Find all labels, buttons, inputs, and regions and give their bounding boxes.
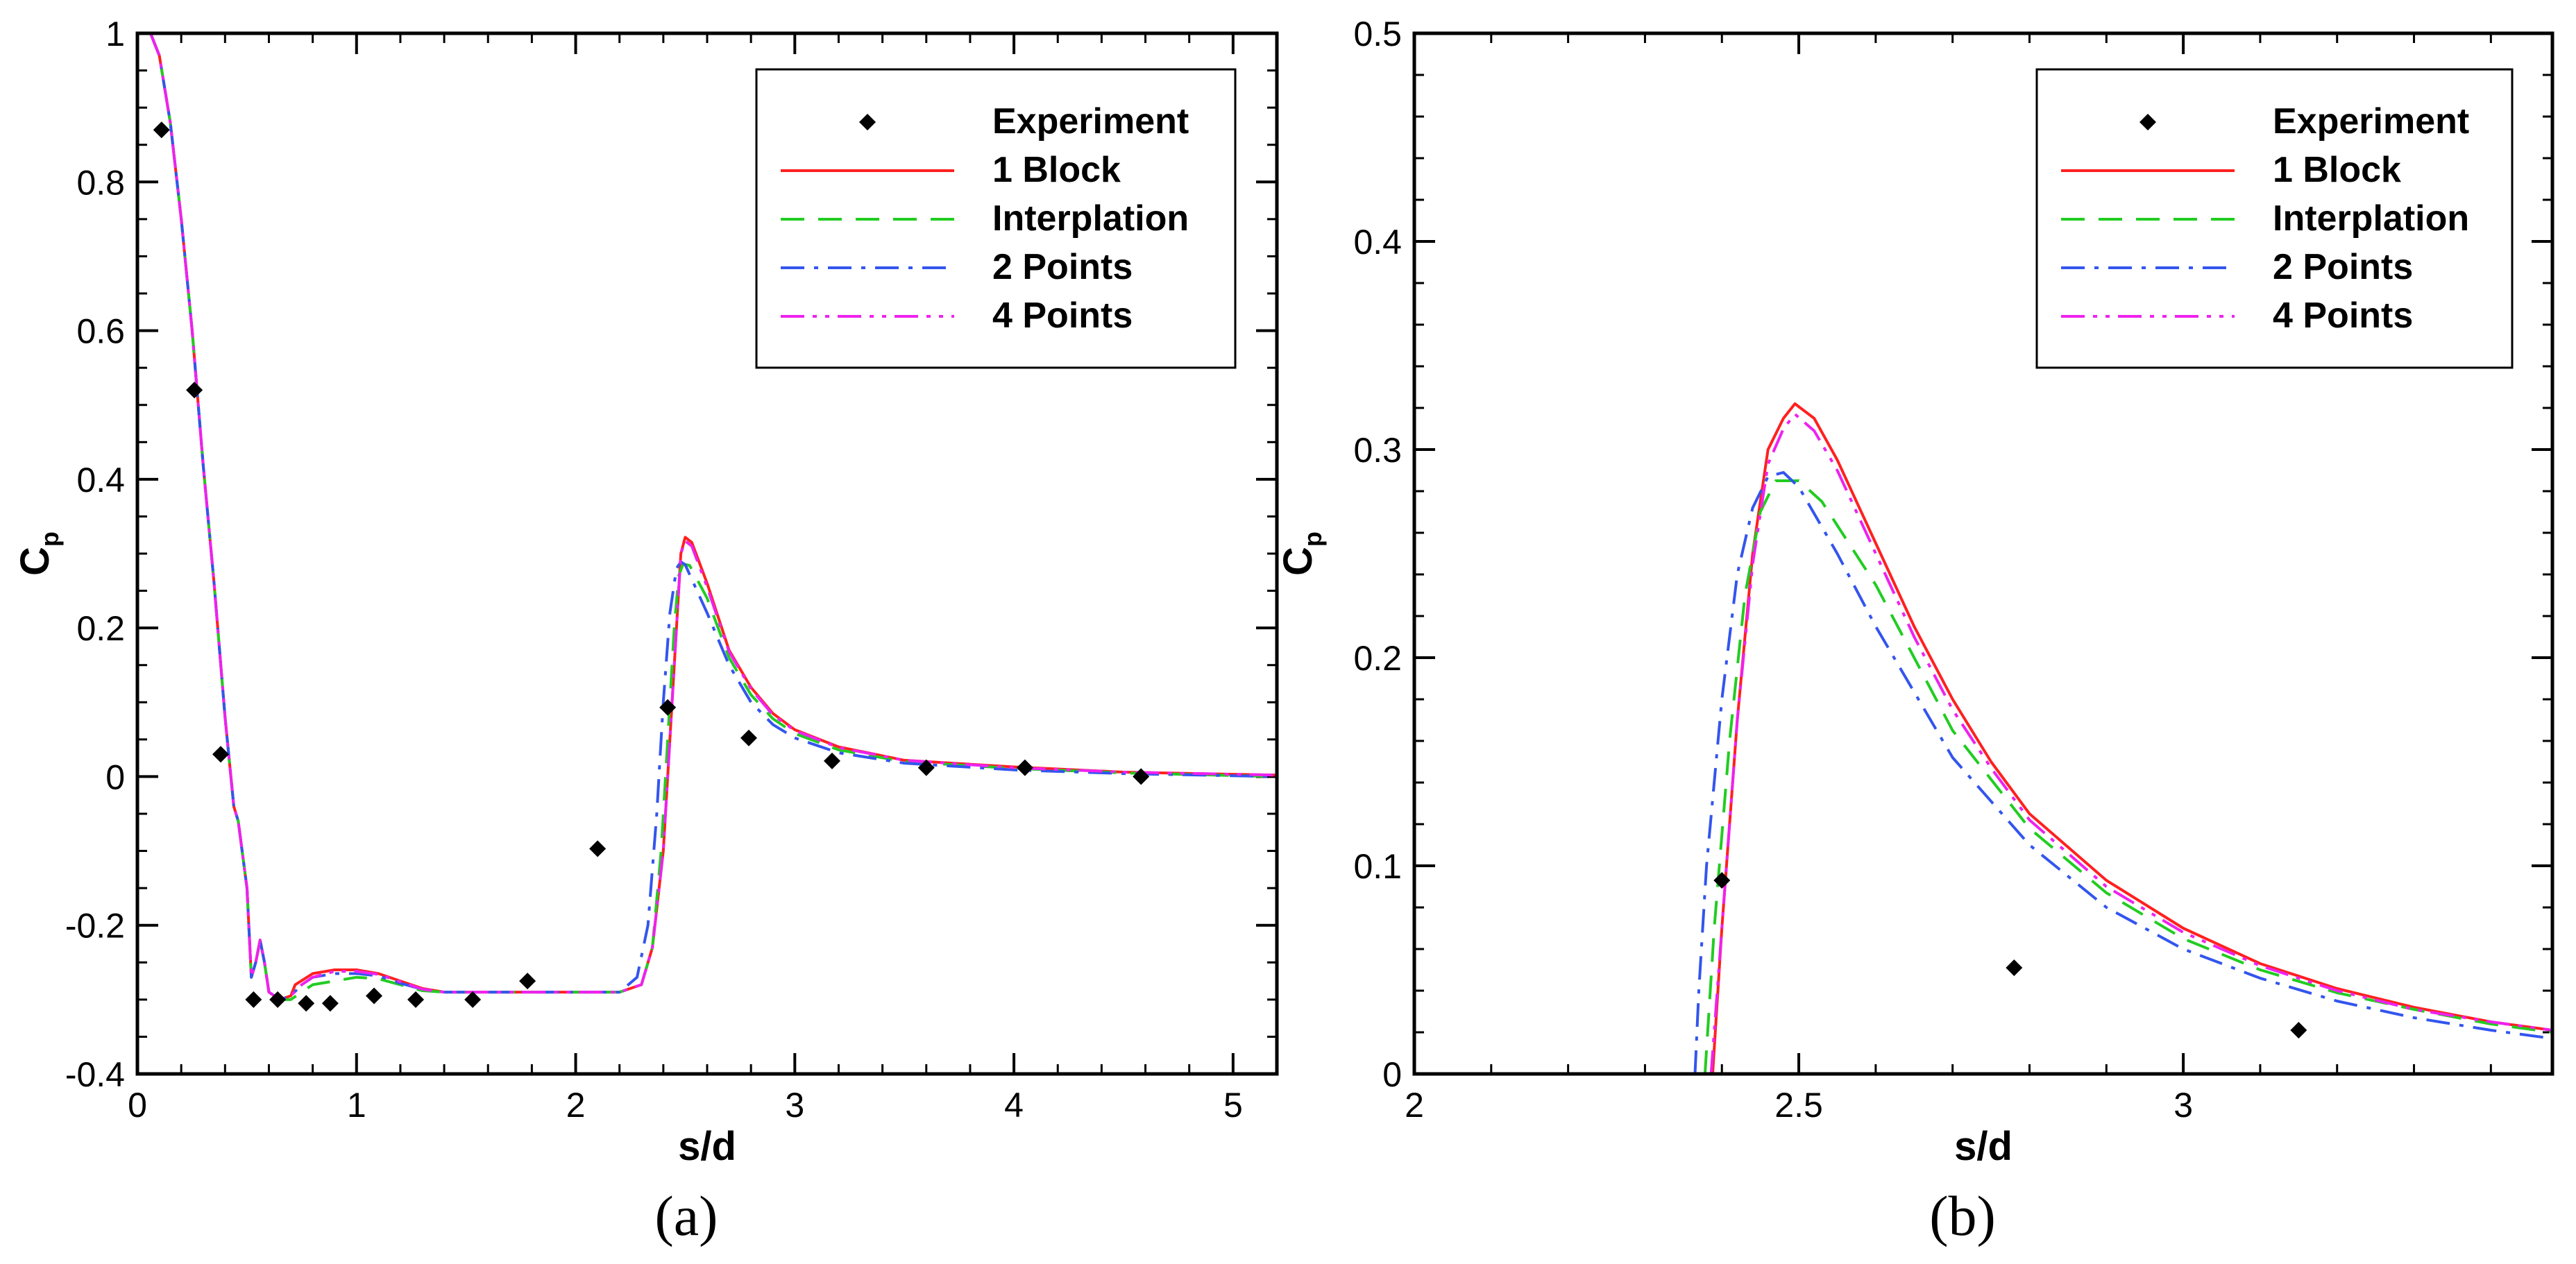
series-interplation-line <box>1703 479 2552 1074</box>
experiment-point <box>589 840 607 857</box>
caption-b: (b) <box>1929 1184 1996 1247</box>
x-tick-label: 0 <box>128 1086 147 1125</box>
x-tick-label: 4 <box>1004 1086 1024 1125</box>
experiment-point <box>186 382 203 399</box>
y-tick-label: -0.4 <box>65 1055 125 1094</box>
x-tick-label: 1 <box>347 1086 366 1125</box>
y-tick-label: 0 <box>105 758 125 796</box>
experiment-point <box>1133 768 1150 785</box>
legend-a: Experiment 1 Block Interplation 2 Points 4 P… <box>755 68 1237 369</box>
series-2-points-line <box>1693 471 2552 1074</box>
experiment-point <box>153 121 170 139</box>
x-tick-label: 3 <box>2174 1086 2193 1125</box>
caption-a: (a) <box>654 1184 718 1247</box>
legend-marker-experiment <box>859 114 876 130</box>
panel-b: 2 2.5 3 0 0.1 0.2 0.3 0.4 0.5 s/d Cp Experiment 1 Bl… <box>1276 15 2554 1247</box>
plot-area-b <box>1693 402 2552 1074</box>
y-tick-label: 0.8 <box>76 163 125 202</box>
legend-label-1-block: 1 Block <box>992 150 1121 190</box>
y-axis-title-subscript: p <box>35 531 64 547</box>
legend-label-4-points: 4 Points <box>992 296 1133 336</box>
legend-b: Experiment 1 Block Interplation 2 Points 4 P… <box>2035 68 2514 369</box>
experiment-point <box>366 987 383 1005</box>
x-tick-label: 5 <box>1223 1086 1243 1125</box>
y-axis-title: Cp <box>1276 531 1327 576</box>
experiment-point <box>659 699 677 716</box>
experiment-point <box>823 752 840 769</box>
y-axis-title-main: C <box>12 547 58 576</box>
y-tick-label: 1 <box>105 15 125 53</box>
panel-a: 0 1 2 3 4 5 -0.4 -0.2 0 0.2 0.4 0.6 0.8 1 s/d Cp Experim… <box>12 15 1279 1247</box>
x-tick-label: 2 <box>566 1086 586 1125</box>
x-tick-label: 2 <box>1405 1086 1424 1125</box>
experiment-point <box>519 973 536 990</box>
series-4-points-line <box>149 33 1277 1001</box>
series-1-block-line <box>1711 402 2552 1074</box>
experiment-point <box>464 991 482 1008</box>
y-axis-title: Cp <box>12 531 64 576</box>
plot-frame-a <box>135 31 1279 1076</box>
experiment-point <box>917 759 935 776</box>
experiment-point <box>740 729 757 746</box>
experiment-point <box>298 995 315 1012</box>
y-axis-title-main: C <box>1276 547 1321 576</box>
x-tick-label: 3 <box>785 1086 804 1125</box>
y-tick-label: 0.3 <box>1353 431 1402 470</box>
y-tick-label: 0 <box>1382 1055 1402 1094</box>
y-tick-label: 0.4 <box>1353 223 1402 262</box>
y-tick-label: 0.6 <box>76 312 125 351</box>
legend-label-experiment: Experiment <box>2273 101 2469 142</box>
series-4-points-line <box>1709 413 2552 1074</box>
experiment-point <box>1713 872 1731 889</box>
legend-label-4-points: 4 Points <box>2273 296 2413 336</box>
experiment-point <box>245 991 262 1008</box>
experiment-point <box>269 991 287 1008</box>
y-tick-label: 0.2 <box>1353 639 1402 678</box>
x-axis-title: s/d <box>1954 1124 2012 1169</box>
y-tick-label: 0.4 <box>76 461 125 499</box>
legend-label-2-points: 2 Points <box>992 247 1133 287</box>
experiment-point <box>2290 1022 2307 1039</box>
legend-label-2-points: 2 Points <box>2273 247 2413 287</box>
y-axis-title-subscript: p <box>1298 531 1327 547</box>
experiment-point <box>407 991 425 1008</box>
y-tick-label: 0.2 <box>76 609 125 648</box>
experiment-point <box>1016 759 1033 776</box>
experiment-point <box>321 995 339 1012</box>
y-tick-label: -0.2 <box>65 907 125 946</box>
y-tick-label: 0.5 <box>1353 15 1402 53</box>
legend-label-experiment: Experiment <box>992 101 1189 142</box>
x-tick-label: 2.5 <box>1774 1086 1823 1125</box>
plot-frame-b <box>1412 31 2554 1076</box>
plot-area-a <box>149 33 1277 1012</box>
legend-label-interplation: Interplation <box>992 198 1189 239</box>
legend-marker-experiment <box>2139 114 2156 130</box>
experiment-point <box>212 746 229 763</box>
x-axis-title: s/d <box>678 1124 736 1169</box>
experiment-point <box>2006 959 2023 976</box>
legend-label-1-block: 1 Block <box>2273 150 2401 190</box>
legend-label-interplation: Interplation <box>2273 198 2469 239</box>
y-tick-label: 0.1 <box>1353 847 1402 886</box>
